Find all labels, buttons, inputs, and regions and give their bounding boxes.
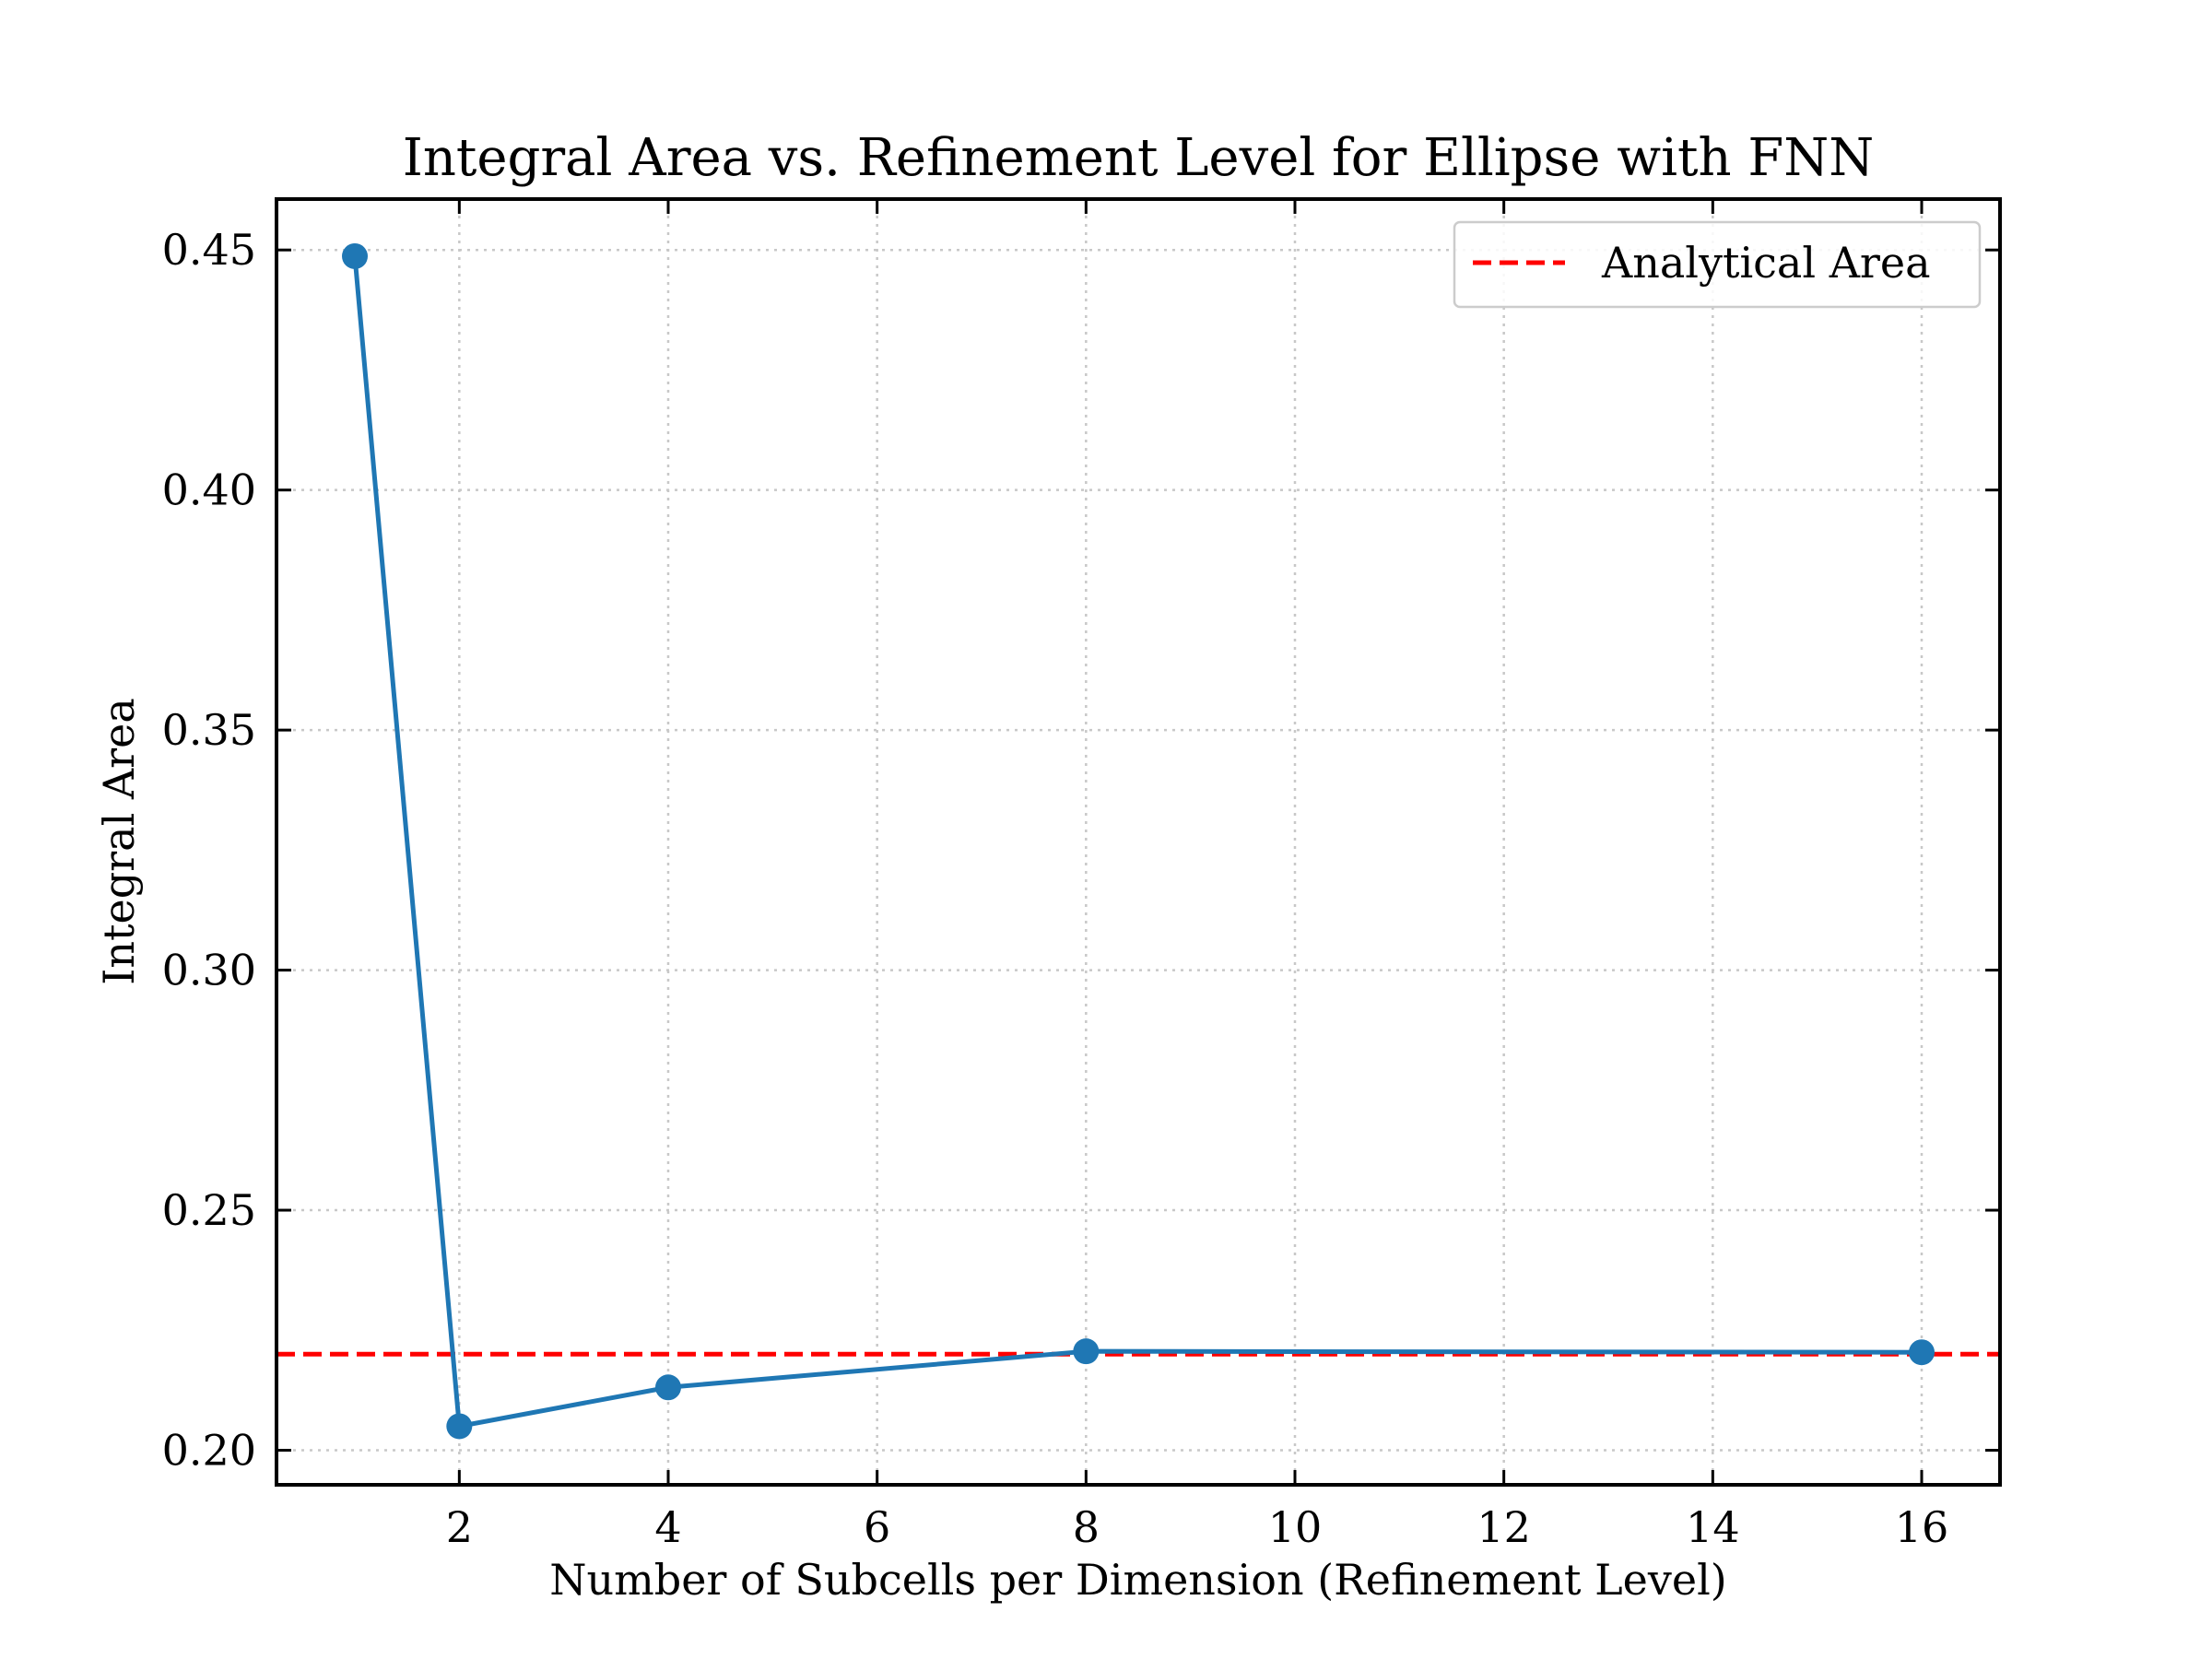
series-line	[352, 255, 1923, 1429]
x-tick-label: 4	[654, 1502, 681, 1552]
x-axis-label: Number of Subcells per Dimension (Refine…	[549, 1555, 1727, 1605]
x-axis-ticks: 2 4 6 8 10 12 14 16	[446, 199, 1949, 1552]
legend-label-analytical-area: Analytical Area	[1601, 238, 1931, 288]
y-tick-label: 0.40	[162, 465, 256, 515]
x-tick-label: 10	[1268, 1502, 1323, 1552]
grid-lines	[276, 199, 2000, 1485]
x-tick-label: 12	[1477, 1502, 1531, 1552]
x-tick-label: 16	[1895, 1502, 1949, 1552]
y-axis-ticks: 0.20 0.25 0.30 0.35 0.40 0.45	[162, 225, 2000, 1475]
data-point	[446, 1413, 473, 1440]
data-point	[1909, 1339, 1935, 1366]
chart-title: Integral Area vs. Refinement Level for E…	[403, 128, 1875, 188]
data-point	[655, 1374, 681, 1401]
x-tick-label: 8	[1073, 1502, 1100, 1552]
data-point	[1073, 1338, 1100, 1365]
y-tick-label: 0.25	[162, 1185, 256, 1235]
x-tick-label: 14	[1686, 1502, 1740, 1552]
y-tick-label: 0.20	[162, 1425, 256, 1475]
data-point	[342, 242, 368, 269]
y-tick-label: 0.45	[162, 225, 256, 275]
x-tick-label: 6	[864, 1502, 890, 1552]
legend-box	[1453, 220, 1982, 309]
x-tick-label: 2	[446, 1502, 473, 1552]
plot-frame	[275, 197, 2002, 1487]
y-axis-label: Integral Area	[94, 698, 144, 985]
y-tick-label: 0.35	[162, 705, 256, 755]
y-tick-label: 0.30	[162, 946, 256, 995]
legend: Analytical Area	[1453, 220, 1982, 309]
data-series	[342, 242, 1935, 1440]
